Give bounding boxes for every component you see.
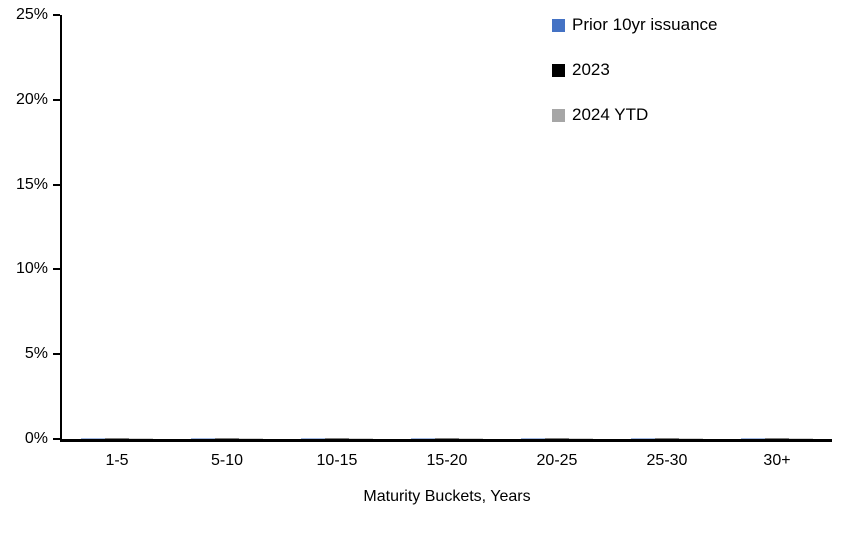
bar bbox=[81, 438, 105, 439]
bar bbox=[789, 438, 813, 439]
legend-label: 2024 YTD bbox=[572, 105, 649, 124]
x-tick-label: 30+ bbox=[763, 452, 791, 469]
bar bbox=[435, 438, 459, 439]
y-tick-label: 5% bbox=[24, 345, 48, 363]
bar bbox=[239, 438, 263, 439]
x-tick-label: 20-25 bbox=[536, 452, 578, 469]
bar-group bbox=[502, 438, 612, 439]
bar bbox=[191, 438, 215, 439]
bar-group bbox=[172, 438, 282, 439]
bar-group bbox=[62, 438, 172, 439]
bar bbox=[765, 438, 789, 439]
bar bbox=[349, 438, 373, 439]
y-tick-label: 25% bbox=[15, 6, 48, 23]
legend-swatch-icon bbox=[552, 63, 565, 77]
y-tick-mark bbox=[53, 438, 60, 440]
x-tick-label: 15-20 bbox=[426, 452, 468, 469]
y-tick-mark bbox=[53, 268, 60, 271]
legend-label: 2023 bbox=[572, 60, 610, 79]
y-tick-mark bbox=[53, 98, 60, 101]
bar bbox=[325, 438, 349, 439]
bar bbox=[215, 438, 239, 439]
plot-area bbox=[60, 15, 832, 442]
x-axis-title: Maturity Buckets, Years bbox=[363, 488, 531, 505]
bar bbox=[679, 438, 703, 439]
y-tick-mark bbox=[53, 14, 60, 16]
x-tick-label: 1-5 bbox=[105, 452, 129, 469]
x-axis-labels: 1-5 5-10 10-15 15-20 20-25 25-30 30+ bbox=[62, 452, 832, 470]
legend-item: Prior 10yr issuance bbox=[552, 12, 718, 38]
bar bbox=[129, 438, 153, 439]
x-tick-label: 5-10 bbox=[210, 452, 244, 469]
bar bbox=[411, 438, 435, 439]
legend-item: 2023 bbox=[552, 57, 718, 83]
bars-container bbox=[62, 15, 832, 439]
y-tick-mark bbox=[53, 183, 60, 186]
bar-group bbox=[612, 438, 722, 439]
legend-item: 2024 YTD bbox=[552, 102, 718, 128]
bar-group bbox=[722, 438, 832, 439]
y-tick-mark bbox=[53, 353, 60, 356]
bar bbox=[105, 438, 129, 439]
bar bbox=[459, 438, 483, 439]
x-tick-label: 25-30 bbox=[646, 452, 688, 469]
bar bbox=[569, 438, 593, 439]
bar bbox=[545, 438, 569, 439]
y-tick-label: 0% bbox=[24, 430, 48, 447]
bar bbox=[655, 438, 679, 439]
bar bbox=[301, 438, 325, 439]
bar bbox=[631, 438, 655, 439]
legend-label: Prior 10yr issuance bbox=[572, 15, 718, 34]
legend-swatch-icon bbox=[552, 108, 565, 122]
bar bbox=[741, 438, 765, 439]
x-tick-label: 10-15 bbox=[316, 452, 358, 469]
legend-swatch-icon bbox=[552, 18, 565, 32]
bar-group bbox=[392, 438, 502, 439]
y-tick-label: 20% bbox=[15, 90, 48, 108]
legend: Prior 10yr issuance 2023 2024 YTD bbox=[552, 12, 718, 147]
y-tick-label: 15% bbox=[15, 175, 48, 193]
y-tick-label: 10% bbox=[15, 260, 48, 278]
bar bbox=[521, 438, 545, 439]
bar-group bbox=[282, 438, 392, 439]
